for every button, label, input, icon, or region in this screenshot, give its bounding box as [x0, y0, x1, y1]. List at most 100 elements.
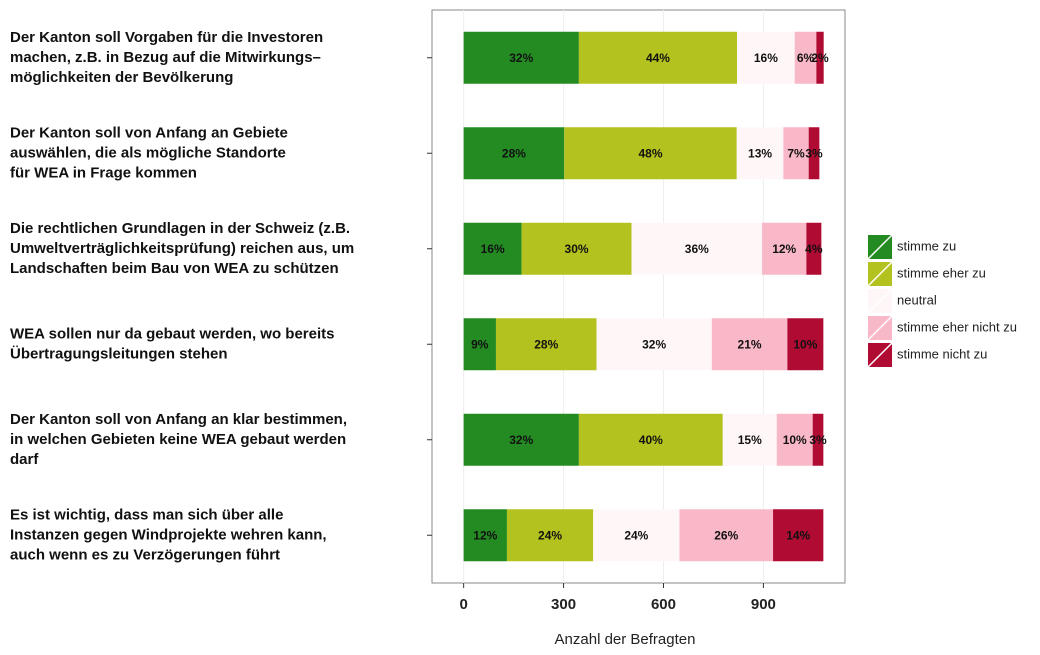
category-line: Umweltverträglichkeitsprüfung) reichen a… — [10, 240, 354, 257]
legend-label: stimme nicht zu — [897, 346, 987, 361]
bar-segment — [812, 413, 824, 466]
bar-segment — [737, 31, 795, 84]
legend-label: stimme zu — [897, 238, 956, 253]
category-label: Die rechtlichen Grundlagen in der Schwei… — [10, 220, 354, 277]
bar-segment — [631, 222, 763, 275]
data-label: 24% — [538, 528, 562, 542]
bar-segment — [762, 222, 807, 275]
data-label: 16% — [754, 51, 778, 65]
bar-segment — [463, 127, 565, 180]
data-label: 24% — [624, 528, 648, 542]
category-line: WEA sollen nur da gebaut werden, wo bere… — [10, 325, 335, 342]
legend-label: stimme eher zu — [897, 265, 986, 280]
data-label: 32% — [642, 337, 666, 351]
category-line: Der Kanton soll von Anfang an Gebiete — [10, 124, 288, 141]
legend-slash — [867, 234, 893, 260]
data-label: 10% — [783, 433, 807, 447]
category-line: Der Kanton soll Vorgaben für die Investo… — [10, 29, 323, 46]
data-label: 48% — [638, 146, 662, 160]
category-label: Der Kanton soll Vorgaben für die Investo… — [10, 29, 323, 86]
legend-slash — [867, 288, 893, 314]
bar-segment — [711, 318, 788, 371]
data-label: 26% — [714, 528, 738, 542]
data-label: 2% — [811, 51, 829, 65]
category-line: Die rechtlichen Grundlagen in der Schwei… — [10, 220, 350, 237]
data-label: 16% — [481, 242, 505, 256]
bar-segment — [495, 318, 597, 371]
data-label: 3% — [805, 146, 823, 160]
data-label: 9% — [471, 337, 489, 351]
data-label: 21% — [738, 337, 762, 351]
data-label: 12% — [473, 528, 497, 542]
legend-slash — [867, 342, 893, 368]
bar-segment — [736, 127, 784, 180]
category-line: auch wenn es zu Verzögerungen führt — [10, 546, 280, 563]
data-label: 12% — [772, 242, 796, 256]
x-tick-label: 300 — [551, 596, 576, 613]
data-label: 15% — [738, 433, 762, 447]
category-label: Der Kanton soll von Anfang an klar besti… — [10, 411, 347, 468]
legend-label: stimme eher nicht zu — [897, 319, 1017, 334]
bar-segment — [773, 509, 824, 562]
data-label: 44% — [646, 51, 670, 65]
x-tick-label: 900 — [751, 596, 776, 613]
legend-slash — [867, 315, 893, 341]
data-label: 32% — [509, 433, 533, 447]
data-label: 6% — [797, 51, 815, 65]
category-line: in welchen Gebieten keine WEA gebaut wer… — [10, 431, 346, 448]
bar-segment — [679, 509, 774, 562]
data-label: 40% — [639, 433, 663, 447]
data-label: 4% — [805, 242, 823, 256]
data-label: 13% — [748, 146, 772, 160]
bar-segment — [578, 413, 723, 466]
bar-segment — [506, 509, 594, 562]
bar-segment — [564, 127, 737, 180]
bar-segment — [578, 31, 738, 84]
bar-segment — [463, 509, 507, 562]
bar-segment — [806, 222, 822, 275]
data-label: 7% — [787, 146, 805, 160]
data-label: 14% — [786, 528, 810, 542]
bar-segment — [783, 127, 809, 180]
data-label: 28% — [502, 146, 526, 160]
legend-slash — [867, 261, 893, 287]
category-line: Es ist wichtig, dass man sich über alle — [10, 506, 283, 523]
data-label: 10% — [793, 337, 817, 351]
bar-segment — [794, 31, 817, 84]
category-line: Der Kanton soll von Anfang an klar besti… — [10, 411, 347, 428]
bar-segment — [776, 413, 813, 466]
category-line: Landschaften beim Bau von WEA zu schütze… — [10, 260, 339, 277]
bar-segment — [787, 318, 824, 371]
bar-segment — [521, 222, 632, 275]
bar-segment — [596, 318, 712, 371]
x-tick-label: 600 — [651, 596, 676, 613]
category-line: Instanzen gegen Windprojekte wehren kann… — [10, 526, 327, 543]
bar-segment — [463, 31, 579, 84]
category-label: WEA sollen nur da gebaut werden, wo bere… — [10, 325, 335, 362]
bar-segment — [593, 509, 680, 562]
category-line: machen, z.B. in Bezug auf die Mitwirkung… — [10, 49, 321, 66]
bar-segment — [463, 222, 522, 275]
data-label: 28% — [534, 337, 558, 351]
bar-segment — [463, 318, 496, 371]
bar-segment — [808, 127, 820, 180]
data-label: 36% — [685, 242, 709, 256]
x-axis-label: Anzahl der Befragten — [555, 631, 696, 648]
category-label: Der Kanton soll von Anfang an Gebiete aus… — [10, 124, 288, 181]
data-label: 30% — [565, 242, 589, 256]
bar-segment — [463, 413, 579, 466]
category-line: Übertragungsleitungen stehen — [10, 345, 228, 362]
category-line: auswählen, die als mögliche Standorte — [10, 144, 286, 161]
panel — [431, 9, 846, 584]
bar-segment — [722, 413, 777, 466]
category-line: für WEA in Frage kommen — [10, 164, 197, 181]
bar-segment — [816, 31, 824, 84]
x-tick-label: 0 — [459, 596, 467, 613]
category-label: Es ist wichtig, dass man sich über alle I… — [10, 506, 327, 563]
legend-label: neutral — [897, 292, 937, 307]
data-label: 3% — [809, 433, 827, 447]
data-label: 32% — [509, 51, 533, 65]
category-line: darf — [10, 451, 39, 468]
category-line: möglichkeiten der Bevölkerung — [10, 69, 233, 86]
